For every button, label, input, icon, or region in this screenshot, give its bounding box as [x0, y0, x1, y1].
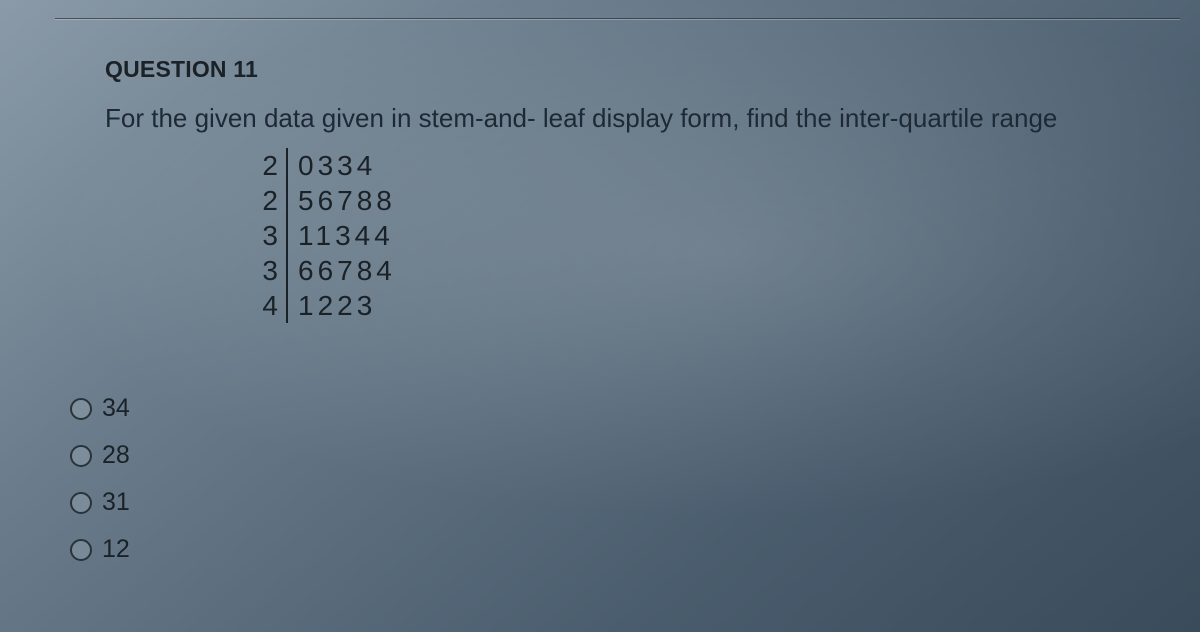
stem-leaf-row: 2 0334: [260, 148, 1175, 183]
leaf-values: 11344: [286, 218, 446, 253]
leaf-values: 1223: [286, 288, 446, 323]
stem-value: 3: [260, 253, 286, 288]
radio-icon: [70, 445, 92, 467]
radio-icon: [70, 492, 92, 514]
stem-leaf-row: 3 66784: [260, 253, 1175, 288]
option-a[interactable]: 34: [70, 394, 130, 423]
question-number: QUESTION 11: [105, 56, 1175, 83]
option-label: 28: [102, 441, 130, 470]
radio-icon: [70, 539, 92, 561]
stem-value: 3: [260, 218, 286, 253]
option-label: 34: [102, 394, 130, 423]
answer-options: 34 28 31 12: [70, 394, 130, 582]
leaf-values: 56788: [286, 183, 446, 218]
option-c[interactable]: 31: [70, 488, 130, 517]
question-prompt: For the given data given in stem-and- le…: [105, 101, 1175, 136]
leaf-values: 0334: [286, 148, 446, 183]
stem-value: 2: [260, 148, 286, 183]
option-label: 12: [102, 535, 130, 564]
stem-value: 4: [260, 288, 286, 323]
leaf-values: 66784: [286, 253, 446, 288]
option-label: 31: [102, 488, 130, 517]
stem-leaf-row: 3 11344: [260, 218, 1175, 253]
stem-leaf-display: 2 0334 2 56788 3 11344 3 66784 4 1223: [260, 148, 1175, 323]
option-d[interactable]: 12: [70, 535, 130, 564]
option-b[interactable]: 28: [70, 441, 130, 470]
stem-leaf-row: 4 1223: [260, 288, 1175, 323]
radio-icon: [70, 398, 92, 420]
stem-value: 2: [260, 183, 286, 218]
question-block: QUESTION 11 For the given data given in …: [105, 56, 1175, 323]
section-divider: [55, 18, 1180, 20]
stem-leaf-row: 2 56788: [260, 183, 1175, 218]
